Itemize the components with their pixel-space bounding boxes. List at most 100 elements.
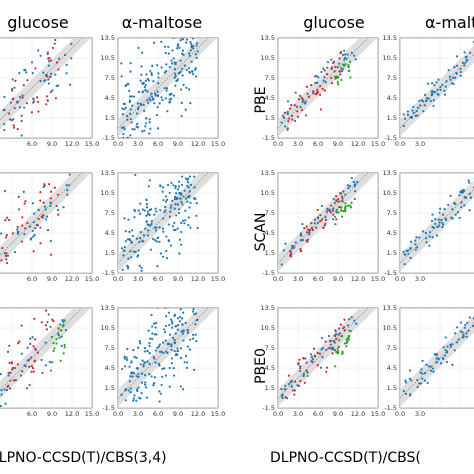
- data-point-blue: [129, 239, 132, 242]
- data-point-blue: [294, 91, 297, 94]
- data-point-blue: [333, 201, 336, 205]
- data-point-red: [330, 204, 333, 207]
- data-point-red: [21, 224, 24, 227]
- data-point-red: [330, 67, 333, 71]
- data-point-blue: [147, 329, 150, 332]
- data-point-blue: [469, 196, 473, 199]
- data-point-blue: [12, 118, 15, 121]
- data-point-blue: [42, 185, 45, 189]
- data-point-green: [349, 206, 353, 209]
- data-point-red: [294, 380, 297, 383]
- data-point-blue: [165, 249, 168, 253]
- data-point-blue: [69, 83, 72, 86]
- data-point-blue: [467, 179, 470, 182]
- data-point-blue: [144, 122, 148, 125]
- data-point-blue: [160, 350, 163, 353]
- data-point-blue: [410, 379, 413, 382]
- data-point-blue: [127, 257, 130, 260]
- data-point-blue: [289, 381, 292, 384]
- data-point-blue: [189, 201, 192, 204]
- y-tick-label: 13.5: [383, 169, 397, 177]
- data-point-blue: [173, 68, 176, 71]
- x-tick-label: 15.0: [371, 140, 385, 148]
- data-point-blue: [414, 114, 417, 118]
- data-point-blue: [304, 114, 308, 117]
- data-point-blue: [130, 361, 133, 364]
- data-point-blue: [321, 347, 325, 350]
- data-point-blue: [147, 229, 150, 232]
- data-point-blue: [178, 296, 180, 298]
- data-point-blue: [131, 375, 134, 378]
- data-point-blue: [122, 126, 125, 129]
- data-point-blue: [435, 234, 439, 237]
- data-point-blue: [346, 184, 350, 187]
- data-point-blue: [176, 203, 180, 206]
- y-tick-label: 1.5: [387, 384, 397, 392]
- panel-plot-area: [0, 38, 92, 138]
- data-point-blue: [183, 299, 185, 301]
- data-point-blue: [174, 325, 177, 328]
- data-point-blue: [415, 236, 418, 239]
- data-point-red: [287, 120, 290, 123]
- data-point-blue: [148, 179, 151, 182]
- data-point-blue: [182, 339, 185, 342]
- data-point-blue: [123, 246, 126, 249]
- data-point-blue: [441, 221, 444, 225]
- data-point-blue: [298, 94, 302, 97]
- data-point-blue: [152, 355, 155, 359]
- data-point-green: [49, 369, 52, 372]
- data-point-blue: [432, 104, 435, 108]
- x-tick-label: 12.0: [65, 140, 79, 148]
- data-point-blue: [305, 369, 308, 372]
- data-point-blue: [192, 308, 195, 311]
- y-tick-label: 13.5: [101, 169, 115, 177]
- data-point-blue: [154, 349, 158, 352]
- data-point-red: [288, 117, 291, 120]
- data-point-blue: [348, 318, 351, 321]
- data-point-green: [340, 215, 344, 218]
- data-point-blue: [141, 130, 144, 133]
- data-point-red: [20, 240, 24, 243]
- data-point-blue: [330, 339, 333, 342]
- data-point-blue: [191, 333, 195, 336]
- data-point-blue: [148, 362, 151, 365]
- data-point-red: [315, 92, 319, 95]
- data-point-blue: [166, 183, 170, 187]
- data-point-blue: [176, 328, 179, 331]
- data-point-blue: [195, 157, 197, 159]
- data-point-blue: [138, 340, 141, 343]
- data-point-red: [41, 371, 44, 375]
- data-point-blue: [452, 82, 455, 86]
- data-point-blue: [443, 89, 446, 92]
- data-point-blue: [322, 79, 325, 82]
- data-point-blue: [432, 370, 435, 373]
- data-point-red: [28, 365, 31, 368]
- data-point-blue: [67, 302, 69, 304]
- data-point-green: [49, 325, 52, 328]
- data-point-green: [344, 210, 347, 213]
- data-point-red: [323, 69, 326, 72]
- panel-8: 6.0 9.0 12.0 15.0: [0, 302, 99, 425]
- data-point-blue: [134, 250, 137, 254]
- data-point-blue: [49, 240, 52, 243]
- data-point-red: [312, 347, 316, 350]
- data-point-blue: [290, 379, 294, 382]
- data-point-blue: [121, 367, 124, 371]
- data-point-blue: [171, 225, 175, 228]
- data-point-red: [284, 396, 287, 399]
- data-point-blue: [158, 240, 161, 243]
- data-point-red: [0, 423, 2, 425]
- data-point-red: [330, 82, 334, 85]
- x-tick-label: 15.0: [371, 275, 385, 283]
- y-tick-label: 13.5: [383, 304, 397, 312]
- x-tick-label: 6.0: [27, 275, 37, 283]
- data-point-blue: [129, 390, 132, 394]
- data-point-blue: [23, 232, 26, 236]
- data-point-green: [63, 319, 66, 322]
- data-point-blue: [193, 175, 196, 178]
- data-point-blue: [153, 102, 156, 105]
- data-point-blue: [146, 213, 149, 216]
- data-point-blue: [176, 44, 179, 47]
- data-point-blue: [461, 61, 465, 64]
- parity-line: [118, 308, 209, 399]
